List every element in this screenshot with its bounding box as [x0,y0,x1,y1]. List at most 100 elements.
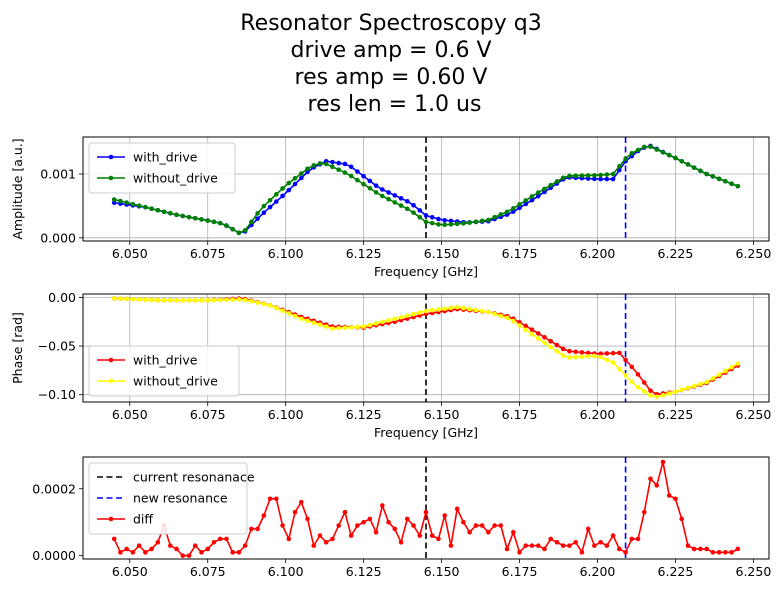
data-point [355,324,360,330]
data-point [666,391,672,396]
data-point [454,221,460,227]
data-point [192,215,198,221]
data-point [517,205,522,211]
data-point [429,307,435,313]
data-point [560,543,566,548]
data-point [317,161,323,166]
data-point [723,550,728,555]
plot-area [111,137,741,241]
data-point [149,546,154,552]
data-point [143,297,148,302]
data-point [542,334,547,340]
data-point [286,536,292,542]
axes-frame [82,293,770,403]
data-point [454,506,460,512]
data-point [255,216,260,221]
data-point [211,219,217,225]
data-point [305,166,310,172]
data-point [267,496,273,502]
data-point [168,298,173,303]
data-point [355,169,360,174]
data-point [673,389,678,395]
x-axis-label: Frequency [GHz] [374,425,478,440]
data-point [242,297,248,303]
data-point [436,307,441,312]
data-point [579,354,585,360]
data-point [448,543,454,548]
data-point [155,207,161,213]
data-point [641,144,647,150]
data-point [448,218,454,224]
y-tick-label: 0.00 [48,290,76,305]
data-point [610,533,616,538]
data-point [124,296,129,302]
data-point [585,354,591,359]
data-point [205,218,211,223]
data-point [380,319,385,325]
data-point [673,155,678,161]
diff-subplot: 6.050 6.075 6.100 6.125 6.150 6.175 6.200 6.225… [32,456,771,579]
data-point [286,180,292,186]
data-point [249,526,254,532]
data-point [567,543,572,548]
data-point [517,323,522,328]
data-point [523,327,529,333]
data-point [610,171,616,177]
data-point [298,316,304,322]
data-point [367,516,373,522]
data-point [404,516,410,522]
data-point [130,201,136,207]
data-point [411,523,416,528]
data-point [298,499,304,505]
data-point [617,164,622,169]
data-point [467,306,472,312]
data-point [492,523,497,528]
data-point [592,176,597,182]
x-tick-label: 6.250 [736,407,772,422]
data-point [436,536,441,542]
data-point [716,372,722,377]
data-point [585,526,591,532]
data-point [710,376,716,381]
legend: current resonanace new resonance diff [88,462,255,535]
data-point [336,325,341,331]
data-point [267,197,273,203]
data-point [417,310,423,315]
data-point [735,183,741,189]
data-point [529,197,535,203]
data-point [149,206,154,212]
data-point [535,331,541,336]
data-point [305,169,310,175]
data-point [286,187,292,193]
data-point [274,199,279,204]
data-point [598,351,603,356]
data-point [330,164,335,170]
data-point [610,350,616,356]
data-point [261,513,267,518]
data-point [648,388,653,393]
plot-area [111,457,741,559]
data-point [660,150,666,155]
data-point [274,305,279,311]
phase-subplot: 6.050 6.075 6.100 6.125 6.150 6.175 6.200 6.225… [10,290,771,440]
data-point [386,196,391,202]
data-point [361,519,366,525]
data-point [548,182,554,188]
data-point [242,228,248,233]
data-point [461,221,466,226]
data-point [479,308,485,314]
data-point [155,297,161,303]
data-point [192,298,198,303]
y-tick-label: 0.001 [40,167,76,182]
data-point [317,322,323,327]
data-point [429,214,435,220]
data-point [554,349,560,354]
data-point [323,539,329,545]
data-point [274,496,279,502]
x-tick-label: 6.225 [658,564,694,579]
x-tick-label: 6.150 [424,564,460,579]
data-point [143,204,148,210]
data-point [473,523,479,528]
data-point [517,202,522,207]
